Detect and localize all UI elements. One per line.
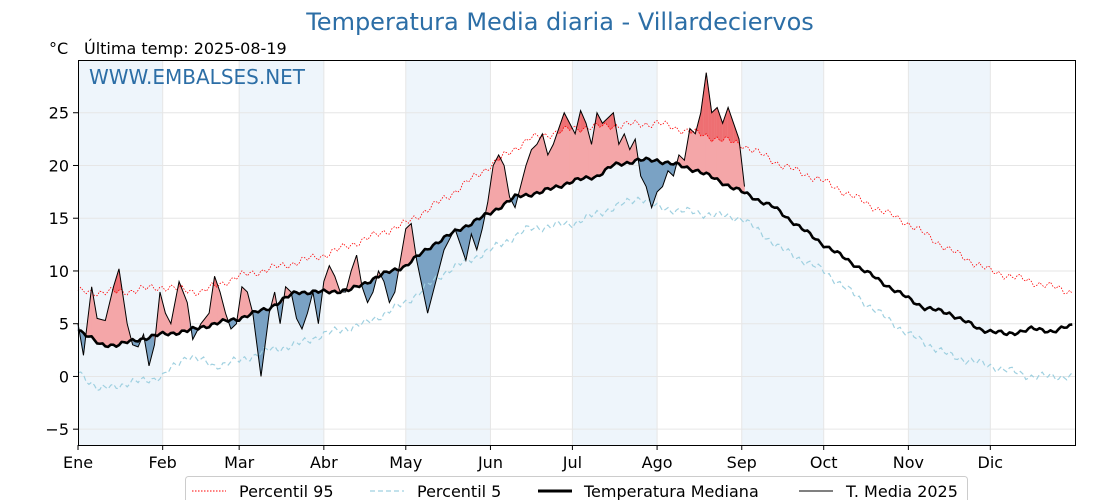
- fill-above-median: [96, 318, 101, 345]
- x-tick-label: Dic: [978, 453, 1004, 472]
- fill-above-median: [569, 123, 573, 185]
- fill-below-median: [659, 161, 663, 190]
- y-tick-label: −5: [45, 420, 69, 439]
- x-tick-label: Oct: [810, 453, 838, 472]
- fill-above-median: [495, 154, 499, 210]
- x-tick-label: Jul: [562, 453, 582, 472]
- fill-above-median: [501, 160, 505, 210]
- fill-above-median: [244, 288, 248, 318]
- y-tick-label: 20: [49, 156, 69, 175]
- fill-above-median: [408, 222, 412, 266]
- series-line-median: [77, 156, 1073, 349]
- legend-label-p5: Percentil 5: [417, 482, 501, 500]
- fill-above-median: [241, 286, 245, 318]
- x-tick-label: Nov: [893, 453, 924, 472]
- month-band: [78, 60, 163, 445]
- month-band: [908, 60, 991, 445]
- fill-above-median: [99, 318, 103, 345]
- fill-above-median: [533, 143, 538, 195]
- legend: Percentil 95 Percentil 5 Temperatura Med…: [185, 476, 968, 500]
- fill-above-p95: [711, 109, 715, 143]
- fill-above-median: [536, 138, 540, 194]
- x-tick-label: Jun: [477, 453, 503, 472]
- fill-above-median: [178, 281, 183, 335]
- x-tick-label: May: [389, 453, 422, 472]
- legend-label-2025: T. Media 2025: [845, 482, 958, 500]
- x-tick-label: Ago: [642, 453, 673, 472]
- y-unit-label: °C: [49, 39, 69, 58]
- series-line-2025: [77, 72, 745, 377]
- fill-above-median: [539, 133, 543, 194]
- series-lines: [77, 72, 1073, 392]
- legend-label-p95: Percentil 95: [239, 482, 334, 500]
- month-band: [405, 60, 491, 445]
- y-axis: −5 0 5 10 15 20 25: [45, 104, 78, 439]
- series-line-p5: [77, 196, 1073, 392]
- fill-above-median: [531, 146, 535, 198]
- plot-frame: [78, 60, 1076, 446]
- fill-above-median: [405, 225, 409, 266]
- chart-title: Temperatura Media diaria - Villardecierv…: [306, 8, 814, 36]
- fill-above-p95: [714, 106, 718, 140]
- fill-above-median: [692, 130, 696, 173]
- fill-above-median: [492, 160, 497, 213]
- x-tick-label: Sep: [727, 453, 757, 472]
- watermark-text: WWW.EMBALSES.NET: [89, 65, 306, 89]
- legend-label-median: Temperatura Mediana: [583, 482, 759, 500]
- y-tick-label: 5: [59, 315, 69, 334]
- fill-above-median: [572, 128, 576, 184]
- fill-above-median: [498, 154, 502, 210]
- month-bands: [78, 60, 991, 445]
- legend-box: [185, 476, 968, 500]
- last-temp-label: Última temp: 2025-08-19: [84, 39, 287, 58]
- fill-above-median: [689, 127, 693, 173]
- x-tick-label: Ene: [63, 453, 93, 472]
- x-tick-label: Feb: [149, 453, 177, 472]
- month-band: [239, 60, 324, 445]
- fill-above-median: [555, 128, 560, 188]
- y-tick-label: 0: [59, 367, 69, 386]
- month-band: [741, 60, 824, 445]
- fill-above-median: [547, 149, 551, 191]
- fill-above-median: [602, 119, 606, 176]
- y-tick-label: 25: [49, 104, 69, 123]
- y-tick-label: 15: [49, 209, 69, 228]
- y-tick-label: 10: [49, 262, 69, 281]
- series-line-p95: [77, 119, 1073, 297]
- x-tick-label: Abr: [310, 453, 338, 472]
- x-axis: Ene Feb Mar Abr May Jun Jul Ago Sep Oct Nov Dic: [63, 445, 1003, 472]
- fill-below-median: [656, 158, 661, 193]
- x-tick-label: Mar: [224, 453, 255, 472]
- fill-above-median: [550, 144, 554, 191]
